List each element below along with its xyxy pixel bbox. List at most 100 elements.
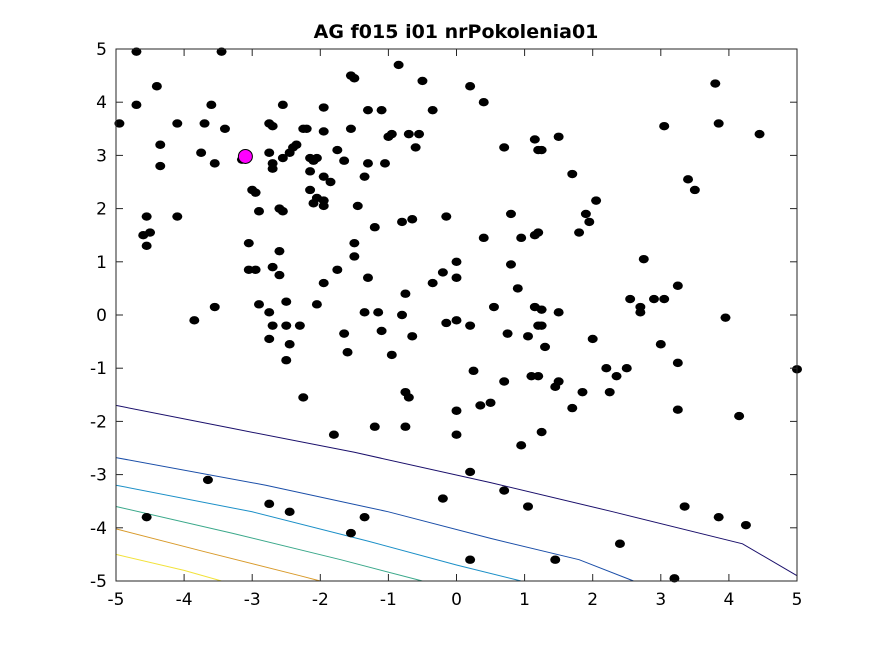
data-point [410, 143, 421, 152]
data-point [512, 284, 523, 293]
data-point [376, 326, 387, 336]
data-point [243, 238, 254, 248]
data-point [553, 377, 564, 386]
data-point [359, 172, 370, 181]
data-point [196, 148, 207, 157]
data-point [332, 145, 343, 155]
data-point [339, 156, 350, 165]
data-point [131, 47, 142, 56]
data-point [465, 82, 476, 91]
y-tick-label: -2 [90, 412, 107, 432]
data-point [614, 539, 625, 548]
data-point [499, 377, 510, 386]
x-tick-label: -5 [108, 590, 125, 610]
data-point [580, 209, 591, 219]
data-point [250, 188, 261, 197]
data-point [587, 334, 598, 344]
data-point [414, 129, 425, 139]
y-tick-label: 4 [96, 93, 107, 113]
data-point [710, 79, 721, 88]
data-point [219, 124, 230, 133]
data-point [437, 268, 448, 277]
data-point [638, 254, 649, 264]
data-point [264, 308, 275, 317]
data-point [502, 329, 513, 338]
data-point [305, 185, 316, 195]
data-point [264, 148, 275, 157]
data-point [567, 403, 578, 413]
data-point [451, 406, 462, 415]
data-point [523, 502, 534, 511]
x-tick-label: 4 [723, 590, 734, 610]
y-tick-label: 5 [96, 40, 107, 60]
data-point [206, 100, 217, 110]
data-point [155, 140, 166, 149]
data-point [274, 270, 285, 280]
x-tick-label: 3 [655, 590, 666, 610]
data-point [451, 273, 462, 282]
data-point [441, 318, 452, 328]
data-point [499, 486, 510, 495]
data-point [274, 246, 285, 256]
data-point [393, 60, 404, 70]
data-point [584, 217, 595, 227]
data-point [376, 105, 387, 115]
data-point [264, 334, 275, 344]
data-point [362, 159, 373, 168]
data-point [485, 398, 496, 407]
data-point [672, 358, 683, 368]
contour-line-1 [115, 404, 798, 577]
data-point [683, 175, 694, 184]
data-point [720, 313, 731, 322]
data-point [659, 294, 670, 304]
data-point [281, 356, 292, 365]
data-point [403, 129, 414, 139]
data-point [601, 364, 612, 373]
data-point [294, 321, 305, 330]
data-point [553, 132, 564, 141]
data-point [318, 278, 329, 288]
data-point [308, 199, 319, 208]
data-point [362, 105, 373, 115]
data-point [468, 366, 479, 376]
data-point [417, 76, 428, 86]
data-point [301, 124, 312, 133]
data-point [505, 260, 516, 269]
data-point [318, 103, 329, 112]
data-point [199, 119, 210, 128]
best-point-marker [237, 148, 253, 164]
data-point [209, 302, 220, 312]
y-tick-label: 1 [96, 253, 107, 273]
x-tick-label: 2 [587, 590, 598, 610]
x-tick-label: 1 [519, 590, 530, 610]
data-point [362, 273, 373, 282]
contour-line-6 [115, 553, 222, 582]
data-point [516, 233, 527, 243]
data-point [209, 159, 220, 168]
data-point [451, 316, 462, 325]
data-point [679, 502, 690, 511]
data-point [754, 129, 765, 139]
data-point [540, 342, 551, 352]
data-points [114, 47, 802, 583]
data-point [202, 475, 213, 485]
data-point [342, 348, 353, 357]
data-point [267, 262, 278, 272]
data-point [345, 528, 356, 538]
data-point [308, 156, 319, 165]
data-point [669, 574, 680, 583]
data-point [478, 233, 489, 243]
data-point [373, 308, 384, 317]
data-point [505, 209, 516, 219]
data-point [369, 223, 380, 232]
data-point [400, 422, 411, 431]
data-point [533, 228, 544, 237]
data-point [349, 252, 360, 261]
y-tick-label: 2 [96, 200, 107, 220]
y-tick-label: -5 [90, 572, 107, 592]
data-point [465, 467, 476, 477]
data-point [604, 387, 615, 397]
data-point [369, 422, 380, 431]
y-tick-label: -3 [90, 466, 107, 486]
data-point [397, 217, 408, 227]
